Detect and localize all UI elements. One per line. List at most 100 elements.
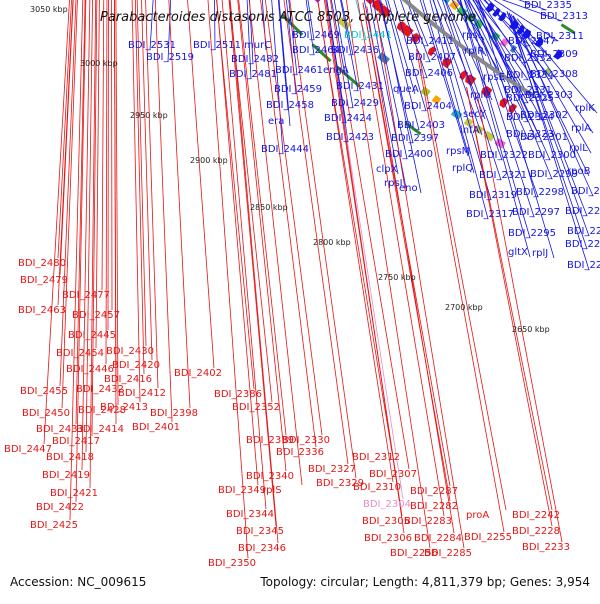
label-connector-reverse (111, 0, 113, 311)
gene-label-forward: BDI_2311 (536, 31, 584, 42)
kbp-tick-label: 2950 kbp (130, 111, 168, 120)
label-connector-reverse (136, 0, 147, 347)
gene-label-reverse: BDI_2283 (404, 516, 452, 527)
label-connector-reverse (228, 0, 277, 527)
label-connector-forward (355, 0, 367, 41)
label-connector-forward (278, 0, 291, 127)
gene-label-forward: BDI_2302 (520, 110, 568, 121)
label-connector-forward (512, 15, 594, 197)
label-connector-reverse (237, 0, 287, 472)
gene-label-reverse: BDI_2386 (214, 389, 262, 400)
gene-label-reverse: BDI_2457 (72, 310, 120, 321)
gene-mark (401, 24, 414, 38)
gene-label-reverse: BDI_2255 (464, 532, 512, 543)
gene-label-reverse: BDI_2306 (364, 533, 412, 544)
label-connector-reverse (113, 0, 117, 425)
gene-label-reverse: BDI_2417 (52, 436, 100, 447)
gene-label-forward: BDI_2464 (292, 45, 340, 56)
gene-label-reverse: BDI_2339 (246, 435, 294, 446)
kbp-tick-label: 2900 kbp (190, 156, 228, 165)
label-connector-forward (433, 0, 492, 201)
label-connector-forward (473, 0, 543, 143)
gene-mark (499, 97, 509, 109)
gene-label-forward: BDI_2481 (229, 69, 277, 80)
label-connector-forward (501, 0, 563, 22)
gene-label-forward: BDI_2397 (391, 133, 439, 144)
label-connector-forward (510, 14, 592, 154)
label-connector-reverse (476, 94, 563, 543)
label-connector-forward (419, 0, 469, 157)
label-connector-reverse (221, 0, 267, 510)
label-connector-reverse (141, 0, 153, 361)
label-connector-forward (508, 12, 590, 237)
gene-label-forward: BDI_2531 (128, 40, 176, 51)
label-connector-forward (271, 0, 284, 155)
gene-label-reverse: BDI_2479 (20, 275, 68, 286)
label-connector-reverse (145, 0, 159, 389)
gene-label-reverse: BDI_2463 (18, 305, 66, 316)
label-connector-reverse (264, 0, 323, 436)
label-connector-forward (429, 0, 489, 220)
genome-stats-label: Topology: circular; Length: 4,811,379 bp… (260, 575, 590, 589)
gene-label-forward: murC (244, 40, 271, 51)
kbp-tick-label: 2650 kbp (512, 325, 550, 334)
gene-label-forward: rpsI (384, 178, 403, 189)
gene-label-forward: BDI_2335 (524, 0, 572, 11)
gene-label-forward: BDI_2441 (344, 30, 392, 41)
gene-label-forward: BDI_2297 (512, 207, 560, 218)
gene-label-reverse: BDI_2284 (414, 533, 462, 544)
gene-label-forward: rpsM (446, 146, 470, 157)
gene-label-forward: rplL (569, 143, 588, 154)
gene-label-reverse: BDI_2425 (30, 520, 78, 531)
gene-label-forward: BDI_2324 (506, 112, 554, 123)
gene-label-forward: eno (399, 183, 418, 194)
gene-label-forward: queA (393, 84, 419, 95)
gene-mark (553, 49, 563, 60)
gene-label-forward: BDI_2431 (336, 81, 384, 92)
gene-label-forward: BDI_2325 (506, 93, 554, 104)
label-connector-forward (508, 12, 590, 177)
gene-label-reverse: BDI_2418 (46, 452, 94, 463)
label-connector-forward (341, 0, 354, 56)
gene-label-reverse: BDI_2336 (276, 447, 324, 458)
label-connector-reverse (329, 0, 410, 470)
kbp-tick-label: 2750 kbp (378, 273, 416, 282)
label-connector-reverse (466, 86, 553, 511)
gene-label-forward: BDI_2334 (506, 70, 554, 81)
label-connector-forward (459, 0, 531, 258)
gene-label-forward: BDI_2298 (516, 187, 564, 198)
gene-label-forward: BDI_2444 (261, 144, 309, 155)
label-connector-forward (286, 0, 297, 95)
gene-label-forward: BDI_2461 (275, 65, 323, 76)
label-connector-reverse (376, 14, 465, 549)
gene-label-forward: era (268, 116, 284, 127)
label-connector-forward (463, 0, 535, 218)
gene-label-forward: BDI_2322 (480, 150, 528, 161)
label-connector-forward (477, 0, 555, 259)
gene-label-reverse: BDI_2282 (410, 501, 458, 512)
gene-label-forward: BDI_2424 (324, 113, 372, 124)
gene-label-reverse: BDI_2340 (246, 471, 294, 482)
label-connector-reverse (134, 0, 145, 375)
gene-label-forward: clpX (376, 164, 398, 175)
kbp-tick-label: 2700 kbp (445, 303, 483, 312)
gene-label-forward: BDI_2519 (146, 52, 194, 63)
gene-label-reverse: BDI_2454 (56, 348, 104, 359)
label-connector-reverse (91, 0, 98, 437)
gene-label-reverse: BDI_2346 (238, 543, 286, 554)
gene-label-forward: engA (323, 65, 349, 76)
backbone-arc (401, 0, 536, 99)
label-connector-forward (340, 0, 359, 92)
gene-label-reverse: BDI_2455 (20, 386, 68, 397)
gene-label-reverse: BDI_2305 (362, 516, 410, 527)
gene-mark (473, 124, 485, 135)
gene-label-forward: BDI_2323 (506, 129, 554, 140)
gene-label-reverse: BDI_2430 (106, 346, 154, 357)
label-connector-reverse (75, 0, 87, 503)
gene-label-forward: BDI_2313 (540, 11, 588, 22)
gene-label-reverse: BDI_2256 (390, 548, 438, 559)
gene-label-reverse: proA (466, 510, 489, 521)
gene-label-forward: BDI_2301 (520, 132, 568, 143)
